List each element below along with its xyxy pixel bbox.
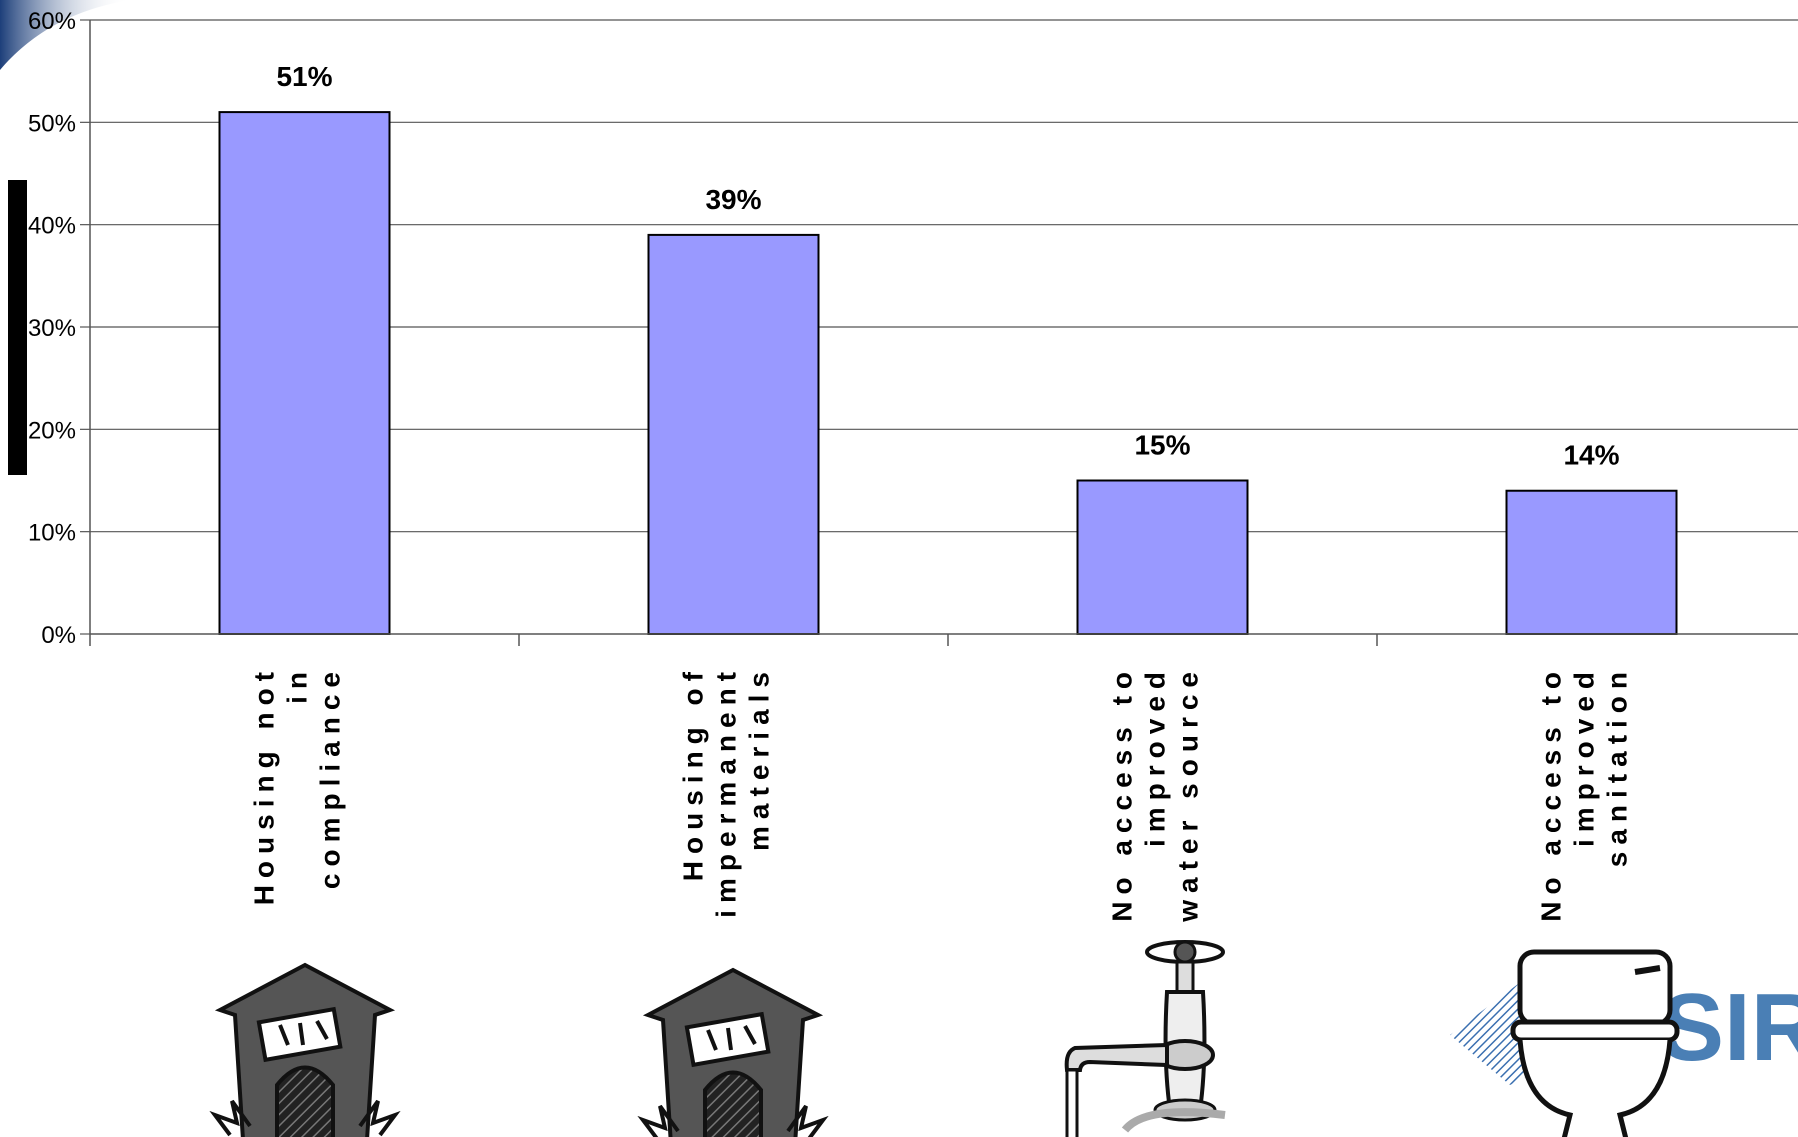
y-tick-labels: 0% 10% 20% 30% 40% 50% 60% — [28, 8, 76, 649]
side-bar-decoration — [8, 180, 27, 475]
faucet-icon — [1064, 940, 1226, 1137]
category-label-line: improved — [1140, 665, 1171, 847]
data-label: 51% — [276, 61, 332, 92]
category-labels: Housing not in compliance Housing of imperma… — [249, 665, 1633, 923]
category-label-line: Housing not — [249, 665, 280, 905]
y-tick-label: 50% — [28, 110, 76, 137]
toilet-icon — [1510, 949, 1680, 1137]
category-label-line: sanitation — [1602, 665, 1633, 867]
category-label-line: materials — [744, 665, 775, 851]
y-tick-label: 60% — [28, 8, 76, 35]
bar — [647, 233, 820, 635]
bar — [1076, 479, 1249, 635]
y-tick-label: 30% — [28, 315, 76, 342]
bar — [1505, 489, 1678, 635]
data-label: 15% — [1134, 430, 1190, 461]
category-label-line: in — [282, 665, 313, 704]
category-label-line: improved — [1569, 665, 1600, 847]
data-labels: 51% 39% 15% 14% — [276, 61, 1619, 471]
house-icon — [637, 967, 829, 1137]
y-tick-label: 10% — [28, 520, 76, 547]
data-label: 39% — [705, 184, 761, 215]
y-tick-label: 40% — [28, 213, 76, 240]
bar — [218, 111, 391, 636]
category-label-line: water source — [1173, 665, 1204, 923]
logo-text: SIR — [1660, 974, 1798, 1081]
house-icon — [209, 962, 401, 1137]
y-tick-label: 0% — [41, 622, 76, 649]
category-label-line: No access to — [1536, 665, 1567, 922]
category-label-line: impermanent — [711, 665, 742, 918]
template-swoosh — [0, 0, 130, 70]
category-label-line: No access to — [1107, 665, 1138, 922]
y-tick-label: 20% — [28, 417, 76, 444]
axes — [80, 19, 1798, 646]
bars — [218, 111, 1678, 636]
category-label-line: Housing of — [678, 665, 709, 881]
category-label-line: compliance — [315, 665, 346, 889]
data-label: 14% — [1563, 440, 1619, 471]
